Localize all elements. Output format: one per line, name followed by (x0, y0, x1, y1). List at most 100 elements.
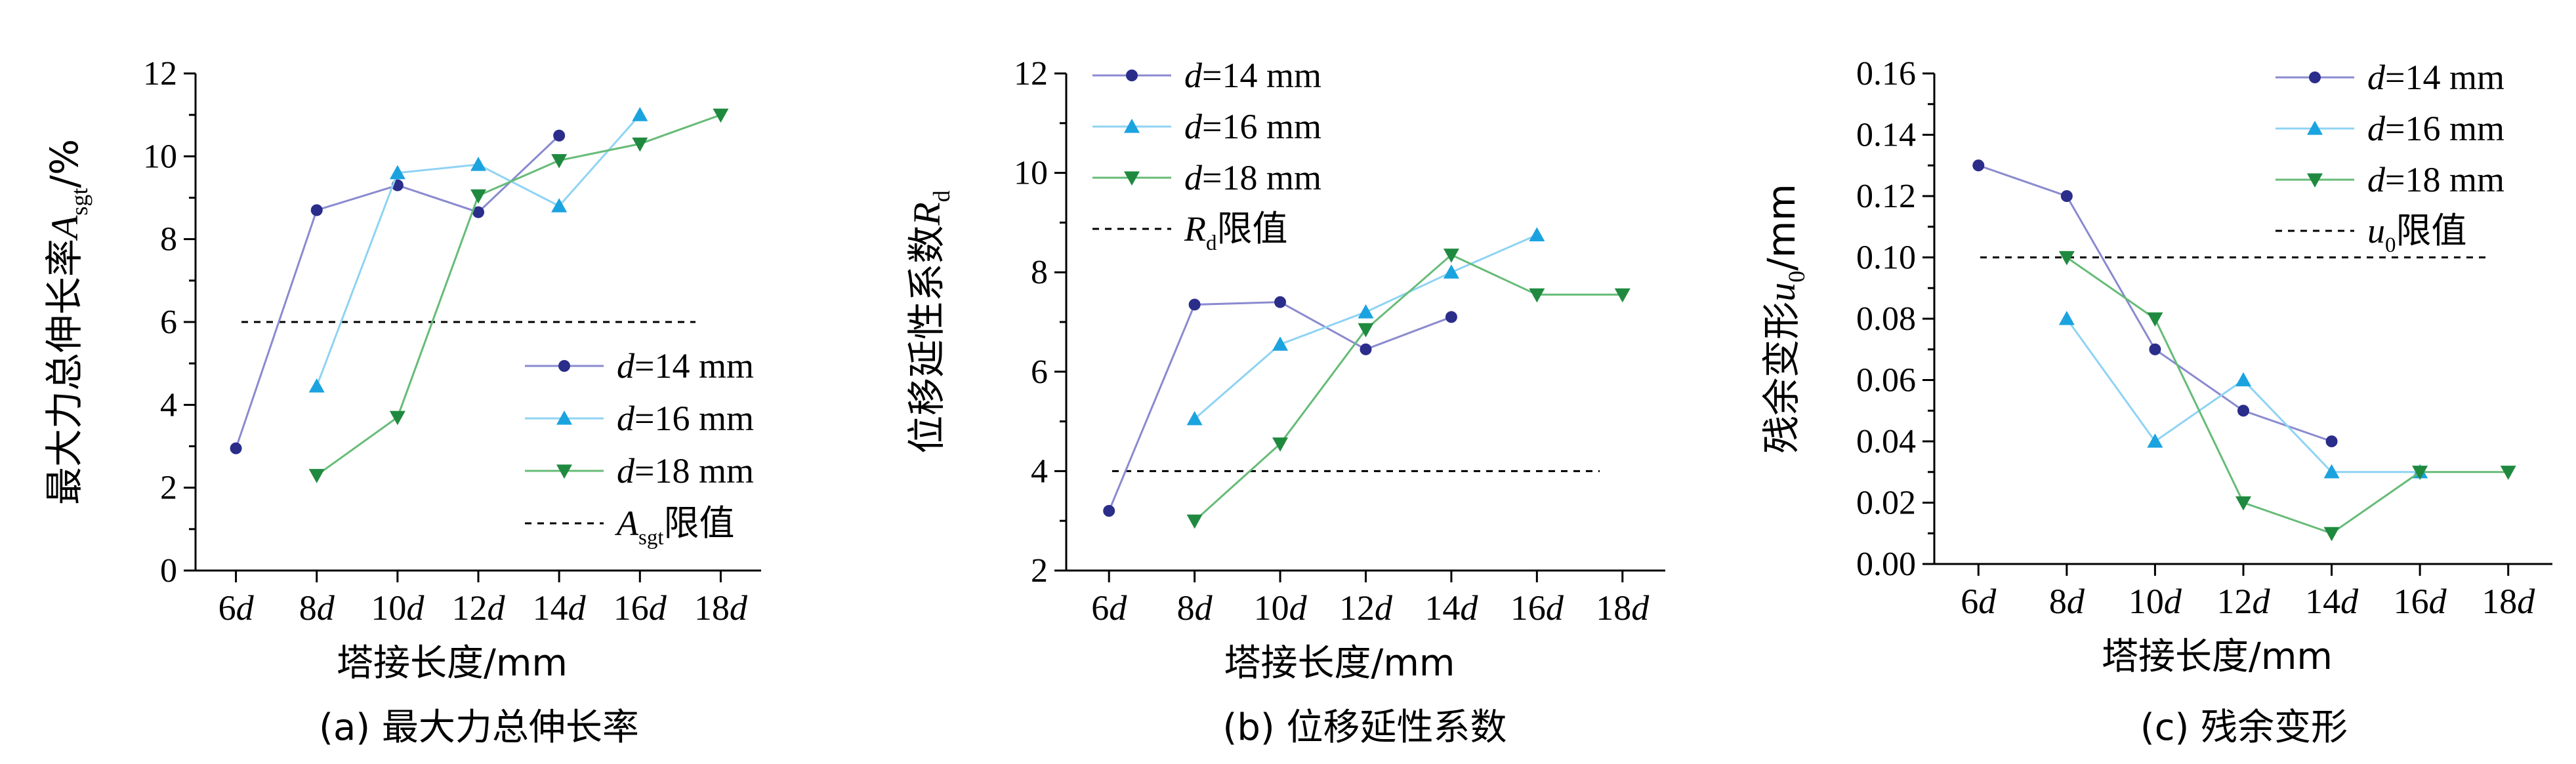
legend-entry: d=16 mm (1184, 107, 1321, 146)
data-point (2060, 190, 2073, 202)
y-tick-label: 0.12 (1856, 178, 1916, 215)
data-point (2237, 405, 2249, 417)
series-line (316, 114, 641, 387)
series-2 (1186, 227, 1545, 426)
data-point (1529, 227, 1545, 241)
x-tick-label: 12d (452, 588, 506, 628)
axes: 0.00 0.02 0.04 0.06 0.08 0.10 0.12 0.14 0.16 6d 8d… (1856, 55, 2552, 621)
data-point (632, 137, 648, 152)
x-tick-label: 18d (694, 588, 748, 628)
legend-entry: d=14 mm (2367, 58, 2504, 97)
series-1 (1103, 296, 1457, 517)
x-tick-label: 18d (1596, 588, 1650, 628)
series-line (2066, 256, 2508, 534)
x-tick-label: 16d (613, 588, 667, 628)
series-3 (2058, 251, 2516, 542)
data-point (2147, 433, 2163, 448)
y-tick-label: 4 (160, 386, 177, 424)
series-line (316, 113, 721, 476)
series-1 (230, 129, 566, 454)
series-1 (1972, 159, 2338, 447)
x-axis-label: 塔接长度/mm (2102, 635, 2333, 678)
x-tick-label: 12d (1339, 588, 1393, 628)
data-point (1186, 514, 1203, 529)
y-tick-label: 2 (160, 470, 177, 507)
x-axis-label: 塔接长度/mm (337, 642, 568, 685)
x-tick-label: 14d (1424, 588, 1478, 628)
data-point (230, 442, 242, 454)
data-point (1188, 298, 1201, 311)
data-point (2149, 343, 2161, 355)
series-line (1978, 164, 2333, 443)
legend-limit-entry: u0限值 (2367, 210, 2467, 257)
x-tick-label: 10d (2129, 582, 2182, 621)
x-tick-label: 10d (1254, 588, 1308, 628)
data-point (1972, 159, 1985, 172)
x-tick-label: 10d (371, 588, 425, 628)
legend-marker (558, 360, 570, 372)
data-point (632, 107, 648, 121)
data-point (1445, 311, 1457, 323)
legend-marker (2309, 71, 2321, 83)
x-tick-label: 8d (1177, 588, 1213, 628)
y-tick-label: 6 (160, 304, 177, 341)
x-tick-label: 16d (2394, 582, 2447, 621)
series-line (1108, 301, 1452, 512)
y-tick-label: 12 (1014, 55, 1048, 92)
data-point (1272, 336, 1289, 351)
data-point (2325, 435, 2338, 447)
legend-marker (556, 411, 572, 425)
legend: d=14 mm d=16 mm d=18 mm Rd限值 (1092, 56, 1321, 255)
series-3 (1186, 249, 1631, 529)
legend: d=14 mm d=16 mm d=18 mm u0限值 (2275, 58, 2504, 257)
data-point (1272, 437, 1289, 452)
axes: 0 2 4 6 8 10 12 6d 8d 10d 12d 14d 16d 18d (143, 55, 761, 628)
data-point (1274, 296, 1287, 308)
legend-entry: d=18 mm (2367, 160, 2504, 199)
y-axis-label: 残余变形u0/mm (1759, 184, 1810, 454)
series-line (1194, 253, 1623, 522)
series-2 (2058, 311, 2428, 479)
data-point (2500, 466, 2516, 480)
data-point (470, 156, 486, 171)
data-point (2235, 372, 2251, 387)
panel-caption: (c) 残余变形 (2140, 706, 2348, 749)
legend: d=14 mm d=16 mm d=18 mm Asgt限值 (525, 346, 754, 550)
y-tick-label: 0.04 (1856, 423, 1916, 460)
y-tick-label: 0 (160, 552, 177, 590)
chart-panel-1: 0 2 4 6 8 10 12 6d 8d 10d 12d 14d 16d 18d d=14 mm d=16 … (42, 55, 761, 749)
x-tick-label: 14d (2305, 582, 2359, 621)
y-tick-label: 0.06 (1856, 362, 1916, 399)
y-tick-label: 0.00 (1856, 546, 1916, 583)
y-tick-label: 0.08 (1856, 300, 1916, 338)
data-point (1443, 264, 1459, 279)
data-point (389, 411, 405, 426)
y-tick-label: 0.10 (1856, 239, 1916, 277)
legend-limit-entry: Rd限值 (1184, 208, 1288, 255)
y-tick-label: 10 (143, 138, 177, 175)
legend-entry: d=16 mm (617, 399, 754, 438)
legend-entry: d=18 mm (617, 451, 754, 491)
x-tick-label: 6d (218, 588, 255, 628)
y-axis-label: 最大力总伸长率Asgt/% (42, 139, 93, 505)
data-point (1443, 249, 1459, 263)
chart-panel-3: 0.00 0.02 0.04 0.06 0.08 0.10 0.12 0.14 0.16 6d 8d… (1759, 55, 2552, 749)
data-point (1614, 288, 1631, 303)
legend-marker (1126, 70, 1138, 81)
data-point (2323, 527, 2340, 542)
y-axis-label: 位移延性系数Rd (904, 190, 955, 453)
legend-entry: d=18 mm (1184, 158, 1321, 197)
y-tick-label: 0.16 (1856, 55, 1916, 92)
x-tick-label: 6d (1961, 582, 1997, 621)
x-tick-label: 18d (2482, 582, 2535, 621)
y-tick-label: 0.02 (1856, 485, 1916, 522)
data-point (472, 206, 484, 218)
data-point (308, 378, 325, 393)
y-tick-label: 8 (1031, 254, 1048, 291)
data-point (2058, 311, 2075, 325)
series-2 (308, 107, 648, 393)
x-tick-label: 12d (2217, 582, 2271, 621)
legend-limit-entry: Asgt限值 (615, 502, 735, 550)
data-point (553, 129, 566, 142)
